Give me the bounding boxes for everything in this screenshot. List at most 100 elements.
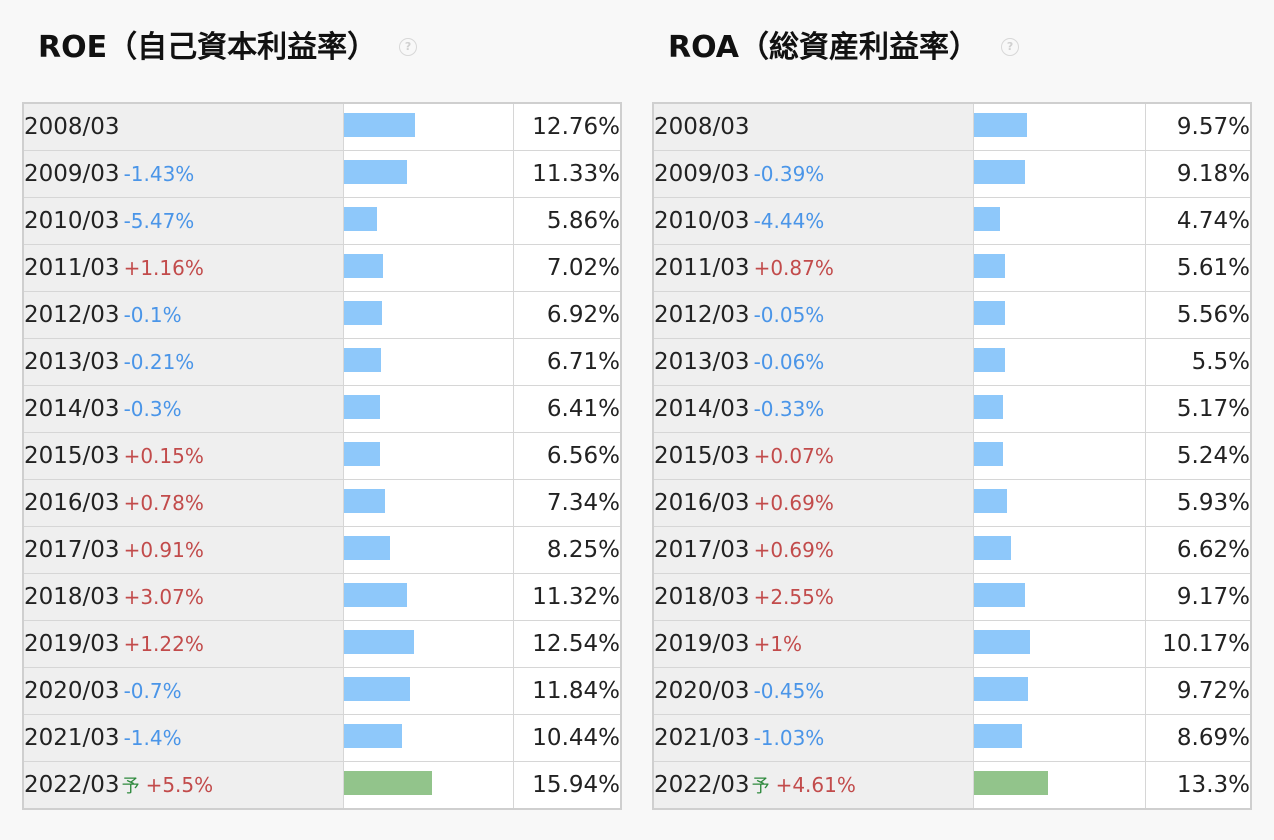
bar-cell bbox=[342, 102, 514, 151]
value-label: 5.56% bbox=[1144, 291, 1252, 339]
bar-cell bbox=[972, 244, 1146, 292]
period-cell: 2021/03 -1.4% bbox=[22, 714, 344, 762]
table-row: 2013/03 -0.06% 5.5% bbox=[652, 338, 1252, 386]
table-row: 2012/03 -0.05% 5.56% bbox=[652, 291, 1252, 339]
period-cell: 2011/03 +1.16% bbox=[22, 244, 344, 292]
period-label: 2013/03 bbox=[24, 349, 120, 375]
value-label: 12.76% bbox=[512, 102, 622, 151]
table-row: 2014/03 -0.3% 6.41% bbox=[22, 385, 622, 433]
value-label: 6.62% bbox=[1144, 526, 1252, 574]
bar-cell bbox=[972, 102, 1146, 151]
table-row: 2015/03 +0.07% 5.24% bbox=[652, 432, 1252, 480]
change-label: +1% bbox=[753, 632, 803, 656]
period-label: 2012/03 bbox=[654, 302, 750, 328]
period-cell: 2011/03 +0.87% bbox=[652, 244, 974, 292]
value-label: 15.94% bbox=[512, 761, 622, 810]
value-bar bbox=[973, 677, 1028, 701]
bar-cell bbox=[342, 244, 514, 292]
change-label: +1.16% bbox=[123, 256, 204, 280]
change-label: +5.5% bbox=[145, 773, 214, 797]
roa-table: 2008/03 9.57% 2009/03 -0.39% 9.18% 2010/03 -4.… bbox=[652, 102, 1252, 810]
bar-cell bbox=[342, 385, 514, 433]
period-cell: 2019/03 +1% bbox=[652, 620, 974, 668]
question-circle-icon[interactable]: ? bbox=[1001, 37, 1020, 56]
roa-title: ROA（総資産利益率）? bbox=[668, 26, 1020, 70]
change-label: -0.05% bbox=[753, 303, 825, 327]
period-cell: 2022/03 予 +5.5% bbox=[22, 761, 344, 810]
period-label: 2017/03 bbox=[654, 537, 750, 563]
bar-cell bbox=[342, 667, 514, 715]
value-label: 7.02% bbox=[512, 244, 622, 292]
period-label: 2022/03 bbox=[24, 772, 120, 798]
value-label: 7.34% bbox=[512, 479, 622, 527]
value-bar bbox=[973, 724, 1022, 748]
value-label: 10.44% bbox=[512, 714, 622, 762]
period-label: 2020/03 bbox=[24, 678, 120, 704]
change-label: +0.91% bbox=[123, 538, 204, 562]
value-bar bbox=[343, 724, 402, 748]
value-label: 9.57% bbox=[1144, 102, 1252, 151]
bar-cell bbox=[972, 714, 1146, 762]
change-label: -0.33% bbox=[753, 397, 825, 421]
bar-cell bbox=[972, 761, 1146, 810]
period-cell: 2010/03 -5.47% bbox=[22, 197, 344, 245]
value-label: 8.69% bbox=[1144, 714, 1252, 762]
period-cell: 2017/03 +0.69% bbox=[652, 526, 974, 574]
table-row: 2017/03 +0.69% 6.62% bbox=[652, 526, 1252, 574]
value-bar bbox=[973, 113, 1027, 137]
value-bar bbox=[343, 301, 382, 325]
period-cell: 2012/03 -0.05% bbox=[652, 291, 974, 339]
period-label: 2012/03 bbox=[24, 302, 120, 328]
table-row: 2022/03 予 +4.61% 13.3% bbox=[652, 761, 1252, 810]
period-label: 2008/03 bbox=[654, 114, 750, 140]
period-cell: 2016/03 +0.78% bbox=[22, 479, 344, 527]
value-label: 5.93% bbox=[1144, 479, 1252, 527]
period-cell: 2014/03 -0.33% bbox=[652, 385, 974, 433]
value-label: 8.25% bbox=[512, 526, 622, 574]
bar-cell bbox=[342, 432, 514, 480]
period-label: 2014/03 bbox=[24, 396, 120, 422]
table-row: 2019/03 +1% 10.17% bbox=[652, 620, 1252, 668]
period-cell: 2015/03 +0.07% bbox=[652, 432, 974, 480]
bar-cell bbox=[342, 338, 514, 386]
period-label: 2010/03 bbox=[654, 208, 750, 234]
value-bar bbox=[973, 301, 1005, 325]
period-cell: 2010/03 -4.44% bbox=[652, 197, 974, 245]
change-label: +0.69% bbox=[753, 538, 834, 562]
value-bar bbox=[343, 207, 377, 231]
period-label: 2015/03 bbox=[654, 443, 750, 469]
roe-title: ROE（自己資本利益率）? bbox=[38, 26, 418, 70]
change-label: -0.06% bbox=[753, 350, 825, 374]
bar-cell bbox=[972, 385, 1146, 433]
table-row: 2015/03 +0.15% 6.56% bbox=[22, 432, 622, 480]
value-bar bbox=[343, 442, 380, 466]
table-row: 2008/03 12.76% bbox=[22, 102, 622, 151]
bar-cell bbox=[972, 338, 1146, 386]
table-row: 2012/03 -0.1% 6.92% bbox=[22, 291, 622, 339]
table-row: 2011/03 +0.87% 5.61% bbox=[652, 244, 1252, 292]
roe-table: 2008/03 12.76% 2009/03 -1.43% 11.33% 2010/03-… bbox=[22, 102, 622, 810]
table-row: 2009/03 -0.39% 9.18% bbox=[652, 150, 1252, 198]
value-bar bbox=[973, 395, 1003, 419]
value-label: 6.41% bbox=[512, 385, 622, 433]
table-row: 2021/03 -1.4% 10.44% bbox=[22, 714, 622, 762]
bar-cell bbox=[342, 761, 514, 810]
value-label: 9.72% bbox=[1144, 667, 1252, 715]
change-label: -4.44% bbox=[753, 209, 825, 233]
change-label: +2.55% bbox=[753, 585, 834, 609]
period-label: 2016/03 bbox=[24, 490, 120, 516]
value-bar bbox=[973, 489, 1007, 513]
value-bar bbox=[343, 160, 407, 184]
table-row: 2009/03 -1.43% 11.33% bbox=[22, 150, 622, 198]
value-bar bbox=[973, 630, 1030, 654]
change-label: -0.39% bbox=[753, 162, 825, 186]
period-label: 2008/03 bbox=[24, 114, 120, 140]
bar-cell bbox=[972, 291, 1146, 339]
value-label: 6.92% bbox=[512, 291, 622, 339]
question-circle-icon[interactable]: ? bbox=[399, 37, 418, 56]
value-label: 12.54% bbox=[512, 620, 622, 668]
value-bar bbox=[343, 583, 407, 607]
period-label: 2017/03 bbox=[24, 537, 120, 563]
value-label: 9.17% bbox=[1144, 573, 1252, 621]
change-label: +3.07% bbox=[123, 585, 204, 609]
